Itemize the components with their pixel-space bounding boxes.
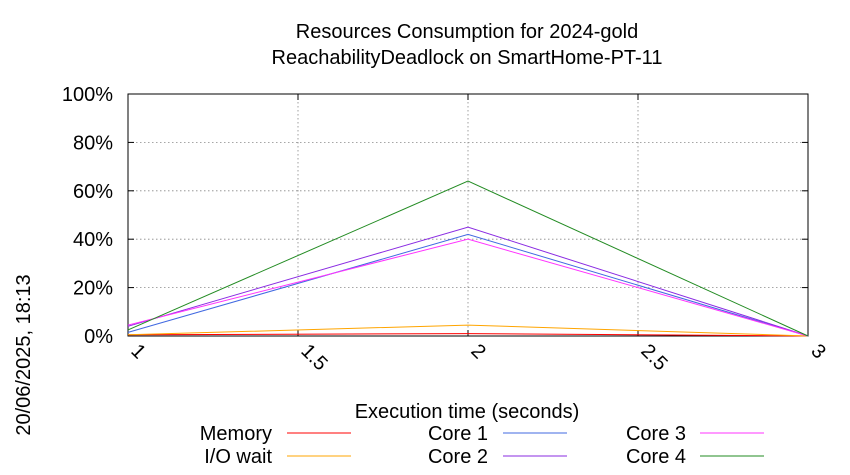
x-tick-label: 1 xyxy=(126,340,149,363)
y-tick-label: 0% xyxy=(84,326,113,348)
series-lines xyxy=(127,180,809,337)
x-tick-label: 1.5 xyxy=(296,340,331,375)
legend-label: I/O wait xyxy=(204,446,272,468)
series-line xyxy=(127,333,809,337)
chart-subtitle: ReachabilityDeadlock on SmartHome-PT-11 xyxy=(272,47,663,69)
x-tick-label: 2 xyxy=(466,340,489,363)
series-line xyxy=(127,180,809,337)
y-tick-label: 80% xyxy=(73,132,113,154)
legend-label: Core 4 xyxy=(626,446,686,468)
side-timestamp: 20/06/2025, 18:13 xyxy=(13,274,35,435)
series-line xyxy=(127,324,809,337)
y-tick-label: 20% xyxy=(73,278,113,300)
chart-title: Resources Consumption for 2024-gold xyxy=(296,21,638,43)
legend-label: Core 3 xyxy=(626,423,686,445)
y-tick-label: 60% xyxy=(73,181,113,203)
series-line xyxy=(127,233,809,337)
x-axis-label: Execution time (seconds) xyxy=(355,401,580,423)
x-tick-label: 2.5 xyxy=(636,340,671,375)
series-line xyxy=(127,238,809,337)
y-tick-label: 100% xyxy=(62,84,113,106)
y-axis: 0% 20% 40% 60% 80% 100% xyxy=(62,84,808,348)
y-tick-label: 40% xyxy=(73,229,113,251)
legend-label: Core 2 xyxy=(428,446,488,468)
x-tick-label: 3 xyxy=(806,340,829,363)
legend-label: Memory xyxy=(200,423,272,445)
legend-label: Core 1 xyxy=(428,423,488,445)
series-line xyxy=(127,226,809,337)
